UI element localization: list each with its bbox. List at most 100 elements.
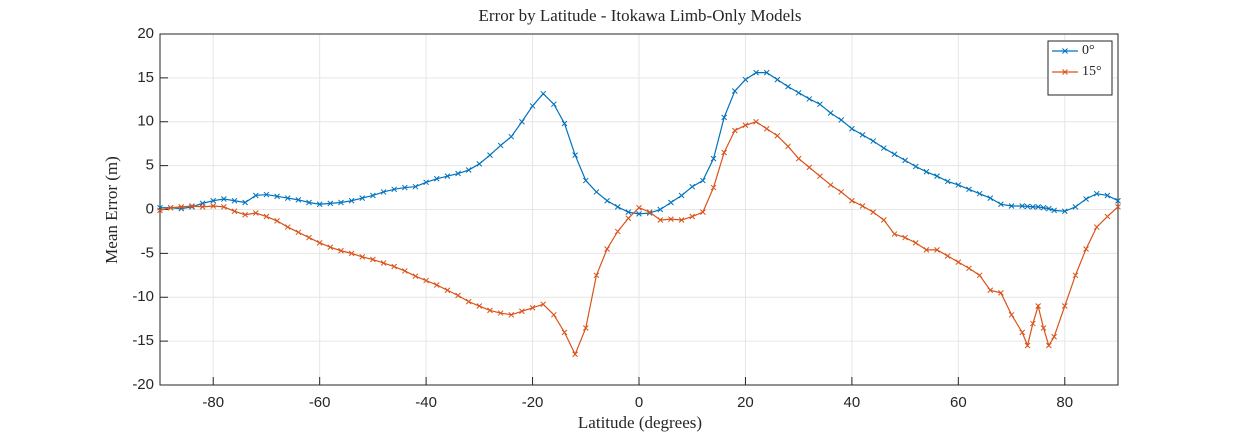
marker (912, 163, 919, 170)
marker (274, 193, 280, 200)
marker (210, 203, 217, 209)
marker (284, 224, 291, 230)
marker (1019, 329, 1026, 336)
marker (944, 253, 951, 259)
marker (391, 263, 398, 270)
marker (529, 103, 536, 109)
marker (327, 244, 334, 251)
x-tick-label: 20 (737, 394, 754, 411)
y-tick-label: 20 (137, 25, 154, 42)
y-axis-label: Mean Error (m) (102, 156, 121, 264)
marker (1029, 204, 1036, 210)
marker (1072, 272, 1079, 279)
marker (1083, 246, 1089, 252)
marker (444, 173, 451, 180)
marker (401, 268, 408, 274)
marker (657, 206, 664, 213)
marker (923, 168, 930, 175)
marker (955, 259, 962, 266)
marker (827, 182, 834, 188)
series-line (160, 72, 1119, 215)
marker (806, 96, 813, 102)
marker (742, 76, 749, 83)
marker (199, 204, 206, 210)
marker (1051, 207, 1057, 214)
marker (550, 101, 557, 108)
x-tick-label: -20 (522, 394, 544, 411)
marker (817, 101, 823, 108)
marker (1083, 196, 1089, 202)
marker (540, 90, 547, 97)
marker (284, 195, 291, 201)
marker (316, 201, 323, 208)
legend-label: 15° (1082, 64, 1102, 79)
marker (944, 178, 951, 185)
marker (497, 142, 504, 149)
marker (1104, 192, 1111, 199)
marker (902, 157, 908, 164)
marker (785, 143, 791, 150)
x-tick-label: -60 (309, 394, 331, 411)
marker (668, 216, 674, 223)
marker (934, 173, 940, 180)
marker (636, 204, 642, 211)
marker (710, 155, 717, 162)
x-tick-label: 40 (844, 394, 861, 411)
marker (1072, 204, 1079, 210)
marker (1029, 320, 1036, 327)
marker (380, 189, 387, 195)
marker (1045, 342, 1052, 349)
marker (1024, 342, 1031, 349)
marker (1019, 203, 1026, 209)
marker (252, 192, 259, 199)
marker (891, 151, 898, 158)
marker (306, 199, 312, 206)
marker (774, 132, 781, 139)
plot-frame (159, 33, 1119, 386)
marker (625, 215, 632, 222)
marker (827, 110, 834, 116)
marker (870, 209, 877, 215)
marker (1045, 205, 1052, 212)
marker (668, 199, 674, 206)
marker (880, 217, 887, 223)
marker (987, 195, 994, 201)
marker (572, 351, 578, 358)
marker (529, 304, 536, 311)
legend-label: 0° (1082, 43, 1095, 58)
marker (401, 184, 408, 191)
marker (902, 234, 908, 241)
marker (678, 217, 685, 223)
marker (263, 213, 270, 220)
marker (359, 195, 366, 201)
marker (380, 260, 387, 266)
marker (1008, 311, 1015, 318)
marker (348, 197, 355, 204)
marker (476, 303, 483, 309)
marker (306, 234, 312, 241)
marker (774, 76, 781, 83)
marker (689, 213, 696, 220)
marker (338, 247, 344, 254)
marker (614, 204, 621, 210)
x-axis-label: Latitude (degrees) (578, 413, 702, 432)
marker (1051, 333, 1057, 340)
y-tick-label: 0 (146, 200, 154, 217)
marker (806, 164, 813, 171)
x-tick-label: -80 (202, 394, 224, 411)
marker (976, 272, 983, 279)
marker (614, 228, 621, 235)
marker (242, 199, 249, 206)
marker (508, 133, 515, 140)
marker (423, 179, 429, 186)
marker (966, 265, 972, 272)
marker (465, 298, 472, 305)
marker (912, 239, 919, 246)
marker (1093, 190, 1100, 197)
marker (572, 152, 578, 158)
marker (817, 173, 823, 180)
marker (519, 118, 525, 125)
x-tick-label: 0 (635, 394, 643, 411)
marker (370, 192, 376, 199)
